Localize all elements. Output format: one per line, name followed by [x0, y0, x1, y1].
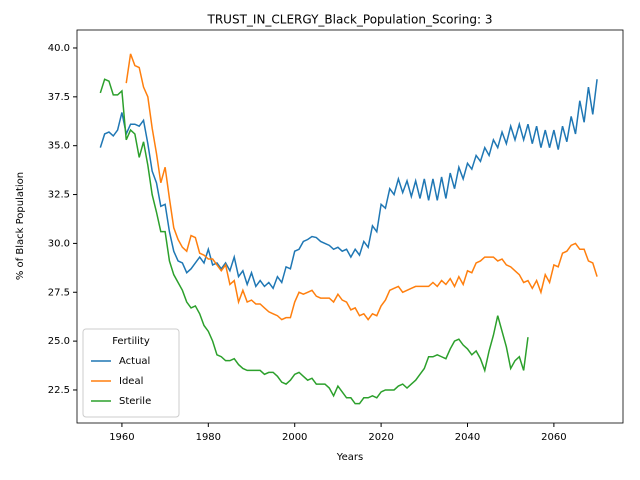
- x-tick-label: 1980: [196, 432, 221, 443]
- series-line: [99, 79, 598, 290]
- y-tick-label: 40.0: [48, 43, 70, 54]
- x-tick-label: 1960: [109, 432, 134, 443]
- legend-label: Ideal: [119, 376, 143, 387]
- x-tick-label: 2000: [282, 432, 307, 443]
- series-line: [125, 53, 598, 321]
- y-tick-label: 30.0: [48, 238, 70, 249]
- chart-title: TRUST_IN_CLERGY_Black_Population_Scoring…: [207, 13, 493, 27]
- x-tick-label: 2020: [368, 432, 393, 443]
- plot-frame: [76, 29, 624, 424]
- legend-label: Actual: [119, 356, 150, 367]
- x-axis-label: Years: [336, 452, 363, 463]
- y-axis-label: % of Black Population: [15, 172, 26, 280]
- series-line: [99, 78, 529, 405]
- y-tick-label: 32.5: [48, 190, 70, 201]
- legend-label: Sterile: [119, 396, 151, 407]
- y-tick-label: 25.0: [48, 336, 70, 347]
- x-tick-label: 2040: [455, 432, 480, 443]
- legend-box: [82, 328, 180, 418]
- x-tick-label: 2060: [541, 432, 566, 443]
- y-tick-label: 37.5: [48, 92, 70, 103]
- y-tick-label: 35.0: [48, 141, 70, 152]
- legend-title: Fertility: [112, 336, 150, 347]
- y-tick-label: 27.5: [48, 287, 70, 298]
- y-tick-label: 22.5: [48, 385, 70, 396]
